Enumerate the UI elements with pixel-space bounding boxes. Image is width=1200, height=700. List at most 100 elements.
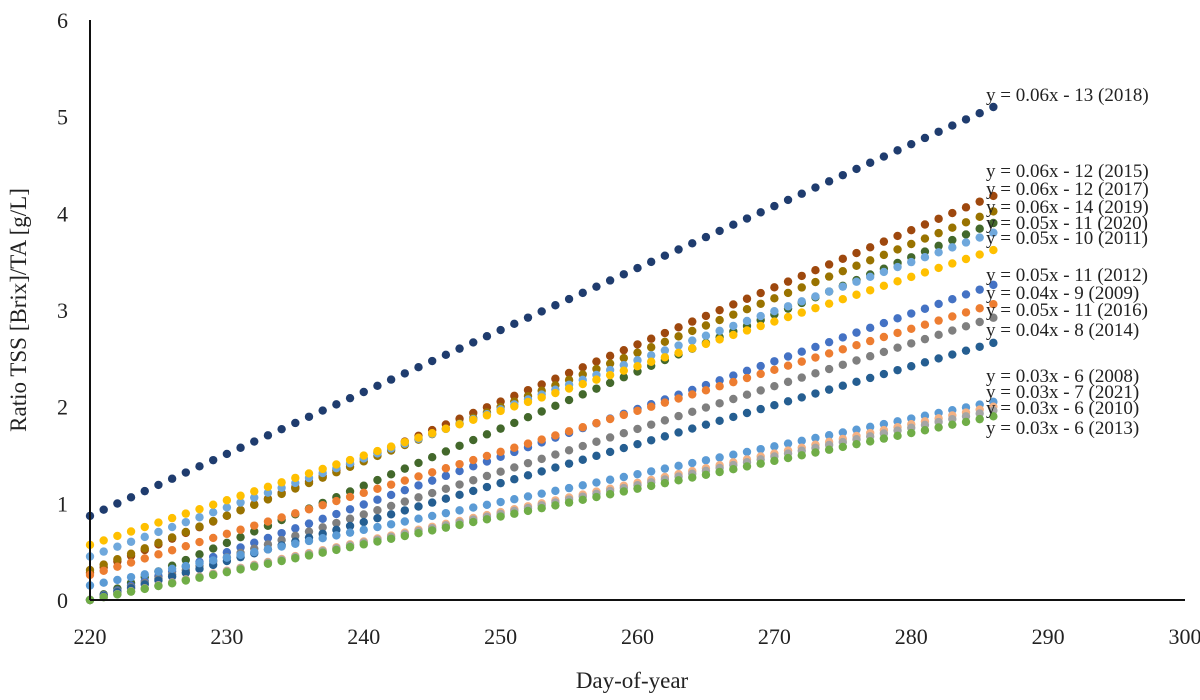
data-point (359, 481, 368, 490)
data-point (400, 485, 410, 495)
equation-label: y = 0.04x - 9 (2009) (986, 283, 1139, 304)
data-point (291, 554, 300, 563)
data-point (838, 295, 848, 304)
data-point (934, 316, 943, 325)
data-point (920, 304, 930, 313)
data-point (304, 412, 314, 421)
data-point (400, 476, 410, 485)
data-point (154, 550, 163, 559)
data-point (824, 177, 834, 186)
data-point (455, 459, 464, 469)
data-point (386, 490, 396, 500)
data-point (510, 443, 519, 452)
data-point (592, 364, 601, 374)
data-point (879, 152, 889, 161)
data-point (578, 455, 587, 464)
data-point (510, 418, 519, 428)
data-point (975, 317, 984, 327)
data-point (619, 429, 629, 438)
y-tick-labels: 0 1 2 3 4 5 6 (57, 8, 68, 613)
data-point (674, 348, 683, 358)
data-point (961, 238, 971, 247)
series-2014 (85, 338, 998, 605)
data-point (605, 490, 615, 499)
data-point (770, 283, 779, 292)
data-point (523, 397, 533, 407)
data-point (222, 511, 232, 520)
data-point (975, 212, 984, 222)
x-tick-label: 270 (758, 624, 791, 649)
data-point (551, 501, 560, 510)
data-point (469, 435, 478, 445)
data-point (797, 436, 806, 445)
data-point (345, 521, 355, 531)
data-point (907, 257, 916, 267)
data-point (975, 197, 984, 206)
x-tick-label: 280 (895, 624, 928, 649)
data-point (824, 299, 834, 308)
data-point (715, 376, 724, 385)
y-tick-label: 6 (57, 8, 68, 33)
data-point (154, 480, 163, 490)
data-point (318, 406, 327, 415)
series-2016 (85, 313, 998, 605)
data-point (715, 305, 724, 315)
data-point (688, 317, 697, 326)
data-point (469, 503, 478, 512)
data-point (934, 263, 943, 273)
data-point (783, 277, 793, 286)
data-point (455, 441, 464, 450)
data-point (838, 254, 848, 263)
data-point (140, 532, 149, 542)
data-point (181, 517, 191, 527)
data-point (770, 294, 779, 303)
series-2011 (85, 245, 998, 550)
data-point (318, 500, 327, 510)
series-2009 (85, 300, 998, 580)
data-point (797, 283, 806, 292)
data-point (646, 402, 656, 411)
data-point (893, 328, 902, 338)
data-point (181, 468, 191, 477)
equation-label: y = 0.06x - 12 (2015) (986, 161, 1149, 182)
data-point (742, 326, 752, 335)
data-point (304, 551, 314, 560)
data-point (482, 332, 492, 341)
data-point (263, 495, 273, 504)
data-point (263, 559, 273, 569)
data-point (304, 519, 314, 528)
y-axis-title: Ratio TSS [Brix]/TA [g/L] (6, 188, 31, 432)
data-point (701, 456, 711, 465)
data-point (688, 326, 697, 336)
data-point (688, 458, 697, 468)
data-point (961, 322, 971, 331)
data-point (373, 446, 382, 456)
data-point (646, 343, 656, 352)
data-point (427, 468, 437, 477)
data-point (605, 351, 615, 361)
data-point (113, 590, 122, 599)
data-point (688, 390, 697, 399)
data-point (865, 272, 875, 282)
data-point (865, 352, 875, 361)
data-point (386, 510, 396, 519)
data-point (660, 432, 670, 441)
data-point (441, 464, 451, 473)
data-point (359, 540, 368, 549)
data-point (715, 453, 724, 462)
data-point (386, 520, 396, 529)
data-point (318, 514, 327, 524)
data-point (824, 287, 834, 296)
data-point (386, 480, 396, 489)
data-point (250, 538, 259, 547)
data-point (660, 398, 670, 407)
data-point (674, 245, 683, 254)
data-point (893, 365, 902, 375)
data-point (633, 469, 642, 479)
data-point (975, 233, 984, 242)
data-point (236, 443, 245, 452)
data-point (99, 536, 108, 545)
data-point (893, 277, 902, 286)
data-point (674, 332, 683, 341)
